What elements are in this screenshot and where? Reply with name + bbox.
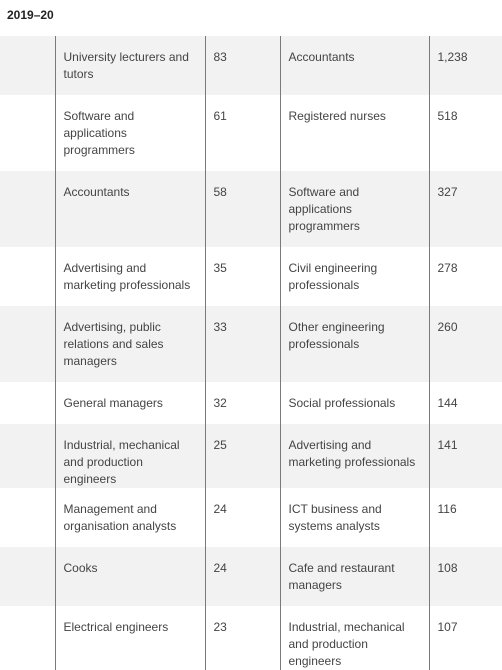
table-row: Advertising and marketing professionals … bbox=[0, 247, 502, 306]
count-a-cell: 83 bbox=[204, 36, 280, 95]
table-row: Management and organisation analysts 24 … bbox=[0, 488, 502, 547]
row-spacer-cell bbox=[0, 247, 55, 306]
table-row: Cooks 24 Cafe and restaurant managers 10… bbox=[0, 547, 502, 606]
table-row: Industrial, mechanical and production en… bbox=[0, 424, 502, 488]
table-heading: 2019–20 bbox=[7, 8, 54, 22]
occupation-b-cell: ICT business and systems analysts bbox=[279, 488, 429, 547]
count-b-cell: 518 bbox=[428, 95, 502, 171]
count-a-cell: 35 bbox=[204, 247, 280, 306]
occupation-a-cell: Advertising and marketing professionals bbox=[54, 247, 205, 306]
occupation-a-cell: University lecturers and tutors bbox=[54, 36, 205, 95]
occupation-b-cell: Other engineering professionals bbox=[279, 306, 429, 382]
count-b-cell: 327 bbox=[428, 171, 502, 247]
count-a-cell: 61 bbox=[204, 95, 280, 171]
occupation-b-cell: Registered nurses bbox=[279, 95, 429, 171]
occupation-a-cell: Industrial, mechanical and production en… bbox=[54, 424, 205, 488]
row-spacer-cell bbox=[0, 306, 55, 382]
count-a-cell: 58 bbox=[204, 171, 280, 247]
table-row: University lecturers and tutors 83 Accou… bbox=[0, 36, 502, 95]
occupation-a-cell: Accountants bbox=[54, 171, 205, 247]
count-b-cell: 260 bbox=[428, 306, 502, 382]
occupation-b-cell: Industrial, mechanical and production en… bbox=[279, 606, 429, 670]
occupation-a-cell: Software and applications programmers bbox=[54, 95, 205, 171]
count-b-cell: 116 bbox=[428, 488, 502, 547]
row-spacer-cell bbox=[0, 606, 55, 670]
row-spacer-cell bbox=[0, 171, 55, 247]
row-spacer-cell bbox=[0, 36, 55, 95]
occupation-b-cell: Accountants bbox=[279, 36, 429, 95]
count-a-cell: 25 bbox=[204, 424, 280, 488]
occupation-a-cell: Electrical engineers bbox=[54, 606, 205, 670]
count-a-cell: 23 bbox=[204, 606, 280, 670]
occupation-a-cell: Management and organisation analysts bbox=[54, 488, 205, 547]
table-row: Electrical engineers 23 Industrial, mech… bbox=[0, 606, 502, 670]
count-b-cell: 107 bbox=[428, 606, 502, 670]
count-b-cell: 141 bbox=[428, 424, 502, 488]
occupation-table: University lecturers and tutors 83 Accou… bbox=[0, 36, 502, 670]
count-b-cell: 278 bbox=[428, 247, 502, 306]
row-spacer-cell bbox=[0, 95, 55, 171]
count-b-cell: 108 bbox=[428, 547, 502, 606]
occupation-b-cell: Software and applications programmers bbox=[279, 171, 429, 247]
occupation-b-cell: Cafe and restaurant managers bbox=[279, 547, 429, 606]
table-row: Accountants 58 Software and applications… bbox=[0, 171, 502, 247]
count-b-cell: 1,238 bbox=[428, 36, 502, 95]
count-b-cell: 144 bbox=[428, 382, 502, 424]
row-spacer-cell bbox=[0, 488, 55, 547]
table-row: Advertising, public relations and sales … bbox=[0, 306, 502, 382]
occupation-a-cell: General managers bbox=[54, 382, 205, 424]
count-a-cell: 33 bbox=[204, 306, 280, 382]
occupation-a-cell: Cooks bbox=[54, 547, 205, 606]
count-a-cell: 24 bbox=[204, 547, 280, 606]
table-row: Software and applications programmers 61… bbox=[0, 95, 502, 171]
count-a-cell: 24 bbox=[204, 488, 280, 547]
count-a-cell: 32 bbox=[204, 382, 280, 424]
occupation-b-cell: Advertising and marketing professionals bbox=[279, 424, 429, 488]
occupation-b-cell: Civil engineering professionals bbox=[279, 247, 429, 306]
table-row: General managers 32 Social professionals… bbox=[0, 382, 502, 424]
row-spacer-cell bbox=[0, 382, 55, 424]
occupation-a-cell: Advertising, public relations and sales … bbox=[54, 306, 205, 382]
occupation-b-cell: Social professionals bbox=[279, 382, 429, 424]
row-spacer-cell bbox=[0, 424, 55, 488]
row-spacer-cell bbox=[0, 547, 55, 606]
